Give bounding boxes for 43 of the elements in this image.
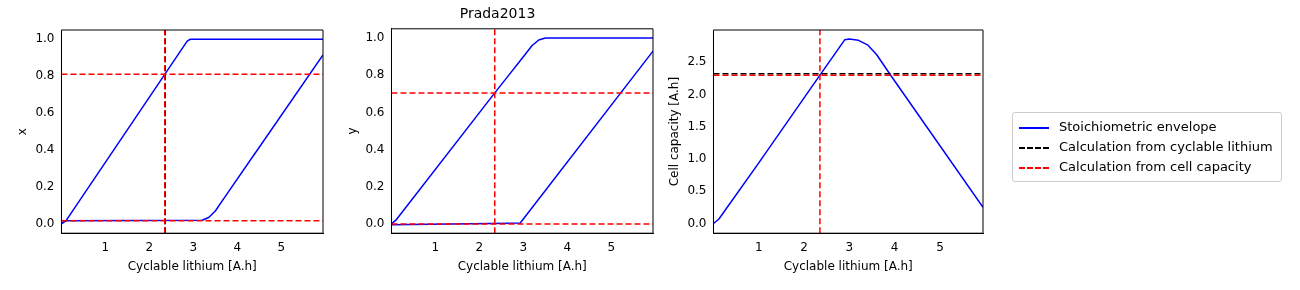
y-tick-label: 2.5 <box>687 54 707 69</box>
x-tick-label: 5 <box>936 239 944 254</box>
x-tick-label: 3 <box>519 239 528 254</box>
y-tick-label: 0.6 <box>35 105 55 120</box>
y-tick-label: 1.0 <box>35 31 55 46</box>
y-tick-label: 0.8 <box>35 68 55 83</box>
x-tick-label: 3 <box>189 239 198 254</box>
y-axis-title: Cell capacity [A.h] <box>667 76 682 187</box>
x-tick-label: 1 <box>431 239 440 254</box>
x-tick-label: 1 <box>754 239 763 254</box>
y-tick-label: 1.0 <box>365 30 385 45</box>
x-tick-label: 5 <box>607 239 616 254</box>
x-tick-label: 2 <box>145 239 154 254</box>
x-axis-title: Cyclable lithium [A.h] <box>783 258 913 273</box>
x-tick-label: 3 <box>845 239 854 254</box>
x-tick-label: 1 <box>101 239 110 254</box>
y-tick-label: 0.2 <box>35 179 55 194</box>
y-tick-label: 2.0 <box>687 86 707 101</box>
y-tick-label: 1.5 <box>687 118 707 133</box>
y-axis-title: y <box>345 127 360 135</box>
y-tick-label: 0.0 <box>365 216 385 231</box>
x-tick-label: 4 <box>233 239 242 254</box>
legend-label: Calculation from cyclable lithium <box>1059 139 1273 154</box>
x-axis-title: Cyclable lithium [A.h] <box>457 258 587 273</box>
y-tick-label: 0.5 <box>687 183 707 198</box>
x-axis-title: Cyclable lithium [A.h] <box>127 258 257 273</box>
y-tick-label: 1.0 <box>687 151 707 166</box>
y-tick-label: 0.4 <box>35 142 55 157</box>
y-tick-label: 0.0 <box>35 216 55 231</box>
x-tick-label: 2 <box>800 239 808 254</box>
y-tick-label: 0.0 <box>687 215 707 230</box>
x-tick-label: 4 <box>563 239 572 254</box>
legend-label: Stoichiometric envelope <box>1059 119 1217 134</box>
legend-label: Calculation from cell capacity <box>1059 159 1252 174</box>
y-tick-label: 0.6 <box>365 104 385 119</box>
x-tick-label: 2 <box>475 239 484 254</box>
y-tick-label: 0.8 <box>365 67 385 82</box>
y-tick-label: 0.2 <box>365 178 385 193</box>
y-axis-title: x <box>15 128 30 136</box>
x-tick-label: 5 <box>277 239 286 254</box>
y-tick-label: 0.4 <box>365 141 385 156</box>
x-tick-label: 4 <box>890 239 899 254</box>
chart-title: Prada2013 <box>459 5 536 22</box>
